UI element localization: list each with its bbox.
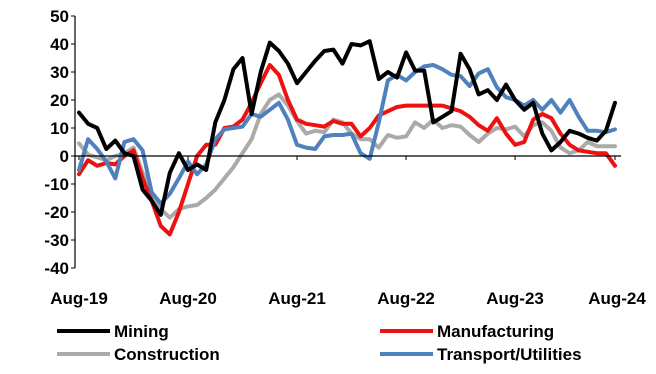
y-tick-label: 40 — [50, 35, 69, 54]
legend-label-construction: Construction — [114, 345, 220, 364]
chart-axes — [74, 16, 621, 268]
series-line-transport-utilities — [77, 63, 617, 206]
x-tick-label: Aug-21 — [268, 289, 326, 308]
x-tick-label: Aug-19 — [50, 289, 108, 308]
y-axis-ticks: -40 -30 -20 -10 0 10 20 30 40 50 — [44, 7, 75, 278]
y-tick-label: -30 — [44, 231, 69, 250]
x-axis-ticks: Aug-19 Aug-20 Aug-21 Aug-22 Aug-23 Aug-24 — [50, 156, 646, 308]
y-tick-label: 10 — [50, 119, 69, 138]
y-tick-label: -40 — [44, 259, 69, 278]
plot-series-layer — [77, 39, 617, 237]
y-tick-label: 30 — [50, 63, 69, 82]
x-tick-label: Aug-22 — [377, 289, 435, 308]
y-tick-label: 50 — [50, 7, 69, 26]
x-tick-label: Aug-24 — [588, 289, 646, 308]
x-tick-label: Aug-23 — [486, 289, 544, 308]
chart-legend: Mining Manufacturing Construction Transport… — [57, 322, 582, 364]
x-tick-label: Aug-20 — [159, 289, 217, 308]
series-line-mining — [77, 39, 617, 217]
y-tick-label: -20 — [44, 203, 69, 222]
series-line-manufacturing — [77, 63, 617, 237]
legend-label-manufacturing: Manufacturing — [437, 322, 554, 341]
legend-label-mining: Mining — [114, 322, 169, 341]
y-tick-label: 0 — [60, 147, 69, 166]
y-tick-label: -10 — [44, 175, 69, 194]
y-tick-label: 20 — [50, 91, 69, 110]
legend-label-transport-utilities: Transport/Utilities — [437, 345, 582, 364]
